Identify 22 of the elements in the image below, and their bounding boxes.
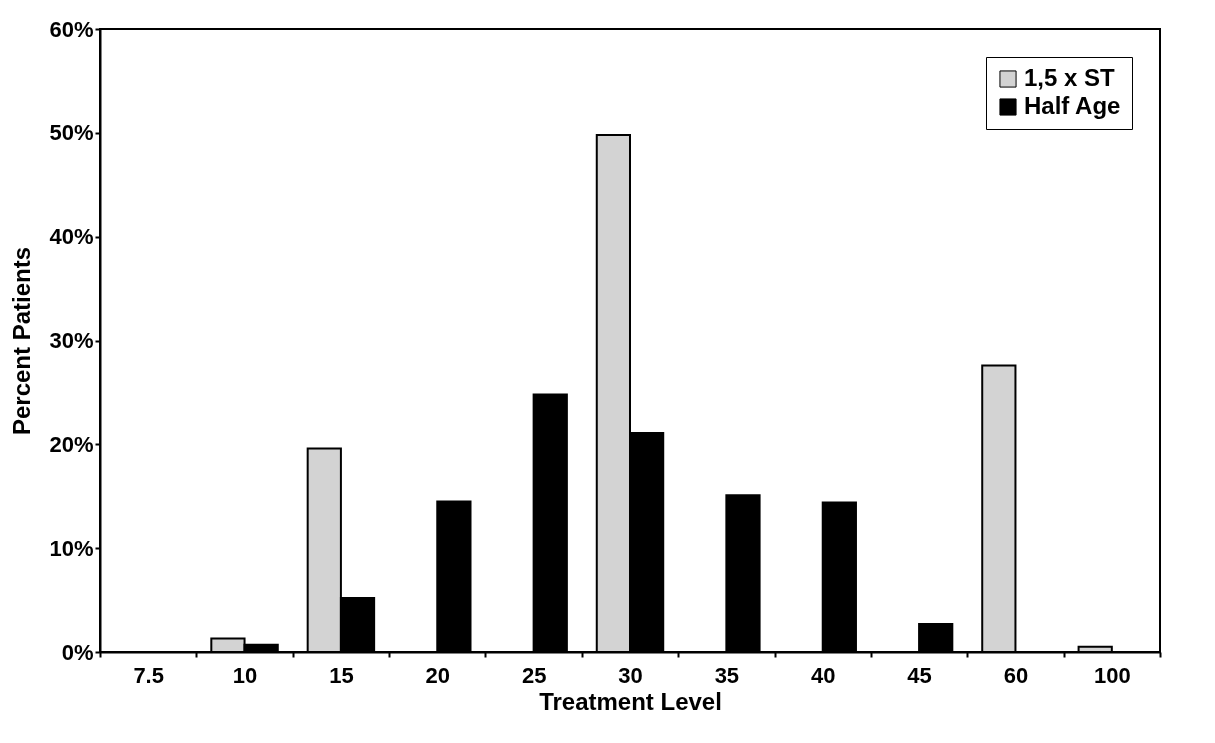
- x-tick-label: 40: [810, 662, 836, 688]
- y-tick-label: 60%: [49, 16, 94, 42]
- x-tick-label: 15: [329, 662, 354, 688]
- x-tick-label: 45: [907, 662, 932, 688]
- y-tick-label: 0%: [61, 639, 94, 665]
- legend-label: 1,5 x ST: [1024, 64, 1116, 91]
- x-tick-label: 25: [521, 662, 547, 688]
- x-tick-label: 30: [618, 662, 643, 688]
- y-tick-label: 20%: [49, 431, 94, 457]
- x-axis-title: Treatment Level: [539, 687, 722, 715]
- x-tick-label: 100: [1093, 662, 1131, 688]
- y-tick-label: 50%: [49, 120, 94, 146]
- x-tick-label: 7.5: [133, 662, 164, 688]
- y-tick-label: 10%: [49, 535, 94, 561]
- x-tick-label: 20: [425, 662, 451, 688]
- y-tick-label: 40%: [49, 224, 94, 250]
- x-tick-label: 35: [714, 662, 740, 688]
- y-axis-title: Percent Patients: [8, 246, 36, 436]
- x-tick-label: 60: [1003, 662, 1029, 688]
- x-tick-label: 10: [232, 662, 258, 688]
- y-tick-label: 30%: [49, 328, 94, 353]
- legend-label: Half Age: [1024, 92, 1121, 119]
